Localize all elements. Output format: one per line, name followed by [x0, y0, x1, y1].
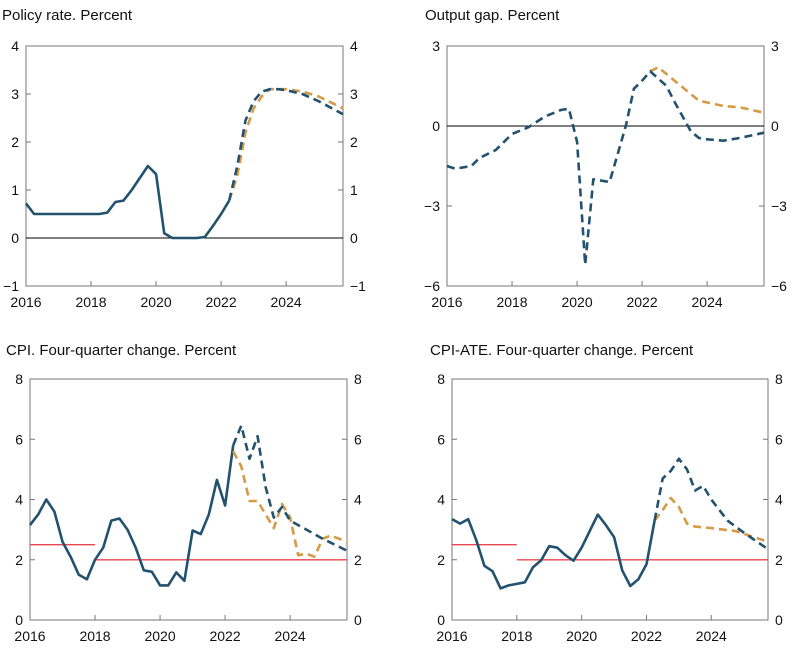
y-tick-label-right: 2: [775, 552, 783, 568]
plot-frame: [446, 45, 765, 287]
y-tick-label-left: 0: [432, 118, 440, 134]
plot-frame: [25, 45, 344, 287]
x-tick-label: 2020: [140, 294, 171, 310]
x-tick-label: 2018: [501, 628, 532, 644]
y-tick-label-left: 8: [15, 371, 23, 387]
y-tick-label-left: 6: [15, 431, 23, 447]
x-tick-label: 2024: [271, 294, 302, 310]
y-tick-label-right: 8: [775, 371, 783, 387]
chart-panel-3: CPI. Four-quarter change. Percent 0 0 2 2 4 4 6…: [6, 342, 362, 644]
y-tick-label-left: −1: [3, 278, 19, 294]
x-tick-label: 2024: [692, 294, 723, 310]
y-tick-label-right: 2: [354, 552, 362, 568]
y-tick-label-left: −3: [424, 198, 440, 214]
series-line-history: [24, 164, 231, 240]
chart-title: CPI. Four-quarter change. Percent: [6, 342, 237, 359]
x-tick-label: 2016: [436, 628, 467, 644]
series-line-previous-forecast: [227, 87, 344, 202]
y-tick-label-right: −1: [350, 278, 366, 294]
y-tick-label-left: 0: [437, 612, 445, 628]
y-tick-label-left: 0: [15, 612, 23, 628]
y-tick-label-left: 3: [432, 38, 440, 54]
y-tick-label-left: 3: [11, 86, 19, 102]
y-tick-label-left: 1: [11, 182, 19, 198]
y-tick-label-left: 4: [11, 38, 19, 54]
y-tick-label-right: 0: [350, 230, 358, 246]
y-tick-label-right: 6: [775, 431, 783, 447]
y-tick-label-right: 6: [354, 431, 362, 447]
x-tick-label: 2022: [209, 628, 240, 644]
x-tick-label: 2020: [561, 294, 592, 310]
x-tick-label: 2018: [496, 294, 527, 310]
x-tick-label: 2020: [144, 628, 175, 644]
x-tick-label: 2016: [10, 294, 41, 310]
y-tick-label-right: 3: [771, 38, 779, 54]
y-tick-label-right: 4: [350, 38, 358, 54]
x-tick-label: 2022: [631, 628, 662, 644]
series-line-history: [451, 513, 656, 590]
plot-frame: [29, 378, 348, 621]
y-tick-label-right: 3: [350, 86, 358, 102]
y-tick-label-left: −6: [424, 278, 440, 294]
y-tick-label-left: 4: [15, 492, 23, 508]
series-line-current-forecast: [653, 457, 769, 551]
y-tick-label-left: 2: [437, 552, 445, 568]
x-tick-label: 2022: [205, 294, 236, 310]
y-tick-label-right: −6: [771, 278, 787, 294]
y-tick-label-right: 2: [350, 134, 358, 150]
y-tick-label-left: 2: [15, 552, 23, 568]
chart-title: Output gap. Percent: [425, 7, 560, 24]
y-tick-label-left: 2: [11, 134, 19, 150]
series-line-current: [446, 70, 765, 266]
series-line-history: [28, 445, 235, 587]
y-tick-label-right: 8: [354, 371, 362, 387]
y-tick-label-right: 4: [354, 492, 362, 508]
x-tick-label: 2018: [75, 294, 106, 310]
x-tick-label: 2024: [696, 628, 727, 644]
y-tick-label-left: 0: [11, 230, 19, 246]
chart-panel-2: Output gap. Percent −6 −6 −3 −3 0 0 3 3 2016 2018 2…: [424, 7, 787, 310]
y-tick-label-right: 4: [775, 492, 783, 508]
y-tick-label-left: 6: [437, 431, 445, 447]
y-tick-label-left: 8: [437, 371, 445, 387]
x-tick-label: 2020: [566, 628, 597, 644]
chart-title: CPI-ATE. Four-quarter change. Percent: [430, 342, 694, 359]
x-tick-label: 2022: [626, 294, 657, 310]
x-tick-label: 2016: [431, 294, 462, 310]
y-tick-label-right: 0: [354, 612, 362, 628]
x-tick-label: 2016: [14, 628, 45, 644]
x-tick-label: 2018: [79, 628, 110, 644]
y-tick-label-right: 0: [771, 118, 779, 134]
series-line-previous-forecast: [649, 66, 765, 114]
chart-title: Policy rate. Percent: [2, 7, 133, 24]
series-line-current-forecast: [231, 424, 348, 552]
y-tick-label-right: −3: [771, 198, 787, 214]
y-tick-label-right: 0: [775, 612, 783, 628]
y-tick-label-left: 4: [437, 492, 445, 508]
series-line-previous-forecast: [653, 496, 769, 543]
series-line-current-forecast: [227, 87, 344, 201]
x-tick-label: 2024: [275, 628, 306, 644]
chart-panel-1: Policy rate. Percent −1 −1 0 0 1 1 2 2 3 3 4 4 2016 20…: [2, 7, 366, 310]
y-tick-label-right: 1: [350, 182, 358, 198]
